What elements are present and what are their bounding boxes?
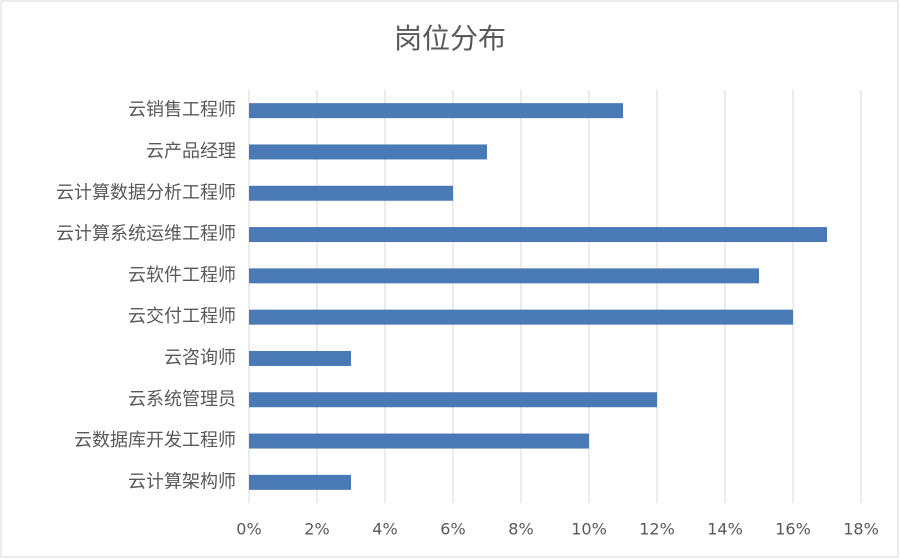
y-tick-label: 云咨询师 [164,347,236,368]
bar [249,227,827,243]
y-tick-label: 云产品经理 [146,141,236,162]
y-tick-label: 云交付工程师 [128,306,236,327]
y-tick-label: 云计算系统运维工程师 [56,224,236,245]
x-tick-label: 0% [236,520,261,539]
x-tick-label: 2% [304,520,329,539]
bar [249,474,351,490]
y-tick-label: 云销售工程师 [128,100,236,121]
y-tick-label: 云软件工程师 [128,265,236,286]
x-tick-label: 4% [372,520,397,539]
x-tick-label: 8% [508,520,533,539]
x-tick-label: 16% [775,520,811,539]
bar [249,268,759,284]
chart-title: 岗位分布 [394,22,506,55]
bar [249,144,487,160]
x-tick-label: 6% [440,520,465,539]
y-tick-label: 云计算数据分析工程师 [56,182,236,203]
x-tick-label: 18% [843,520,879,539]
y-tick-label: 云计算架构师 [128,471,236,492]
x-tick-label: 12% [639,520,675,539]
bar [249,392,657,408]
x-tick-label: 10% [571,520,607,539]
bar [249,433,589,449]
bar [249,103,623,119]
x-tick-label: 14% [707,520,743,539]
bar [249,185,453,201]
y-tick-label: 云系统管理员 [128,389,236,410]
y-tick-label: 云数据库开发工程师 [74,430,236,451]
bar [249,309,793,325]
bar [249,350,351,366]
